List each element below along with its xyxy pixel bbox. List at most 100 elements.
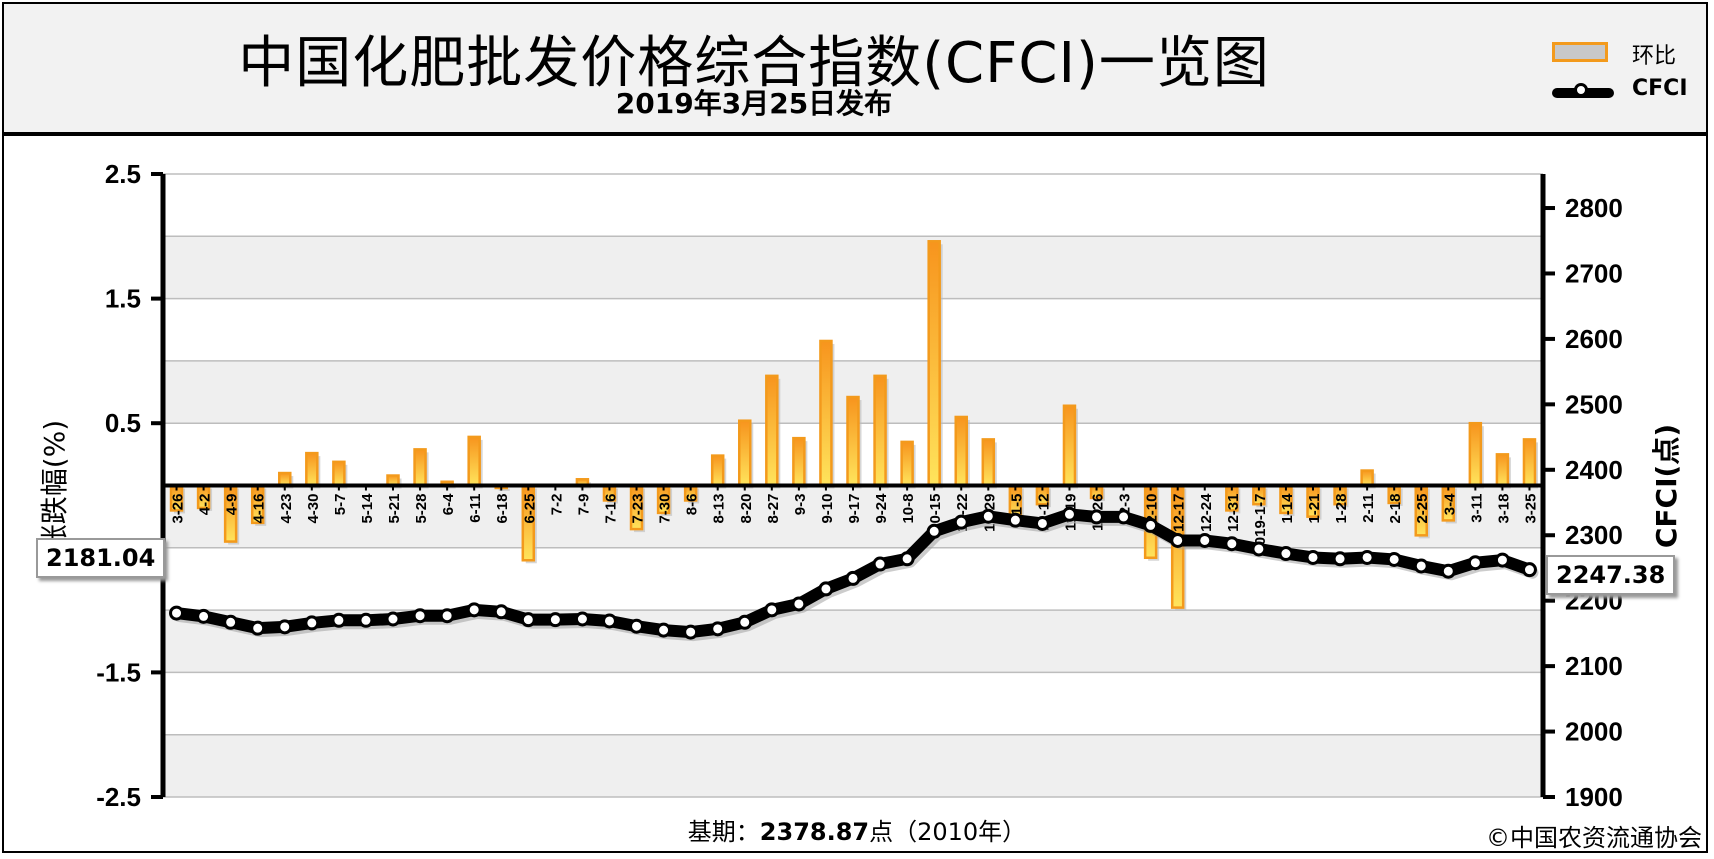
- cfci-point: [520, 612, 536, 628]
- x-axis-tick-label: 10-15: [927, 494, 944, 532]
- bar: [981, 438, 996, 487]
- x-axis-tick-label: 6-25: [521, 494, 538, 524]
- x-axis-tick-label: 6-11: [467, 494, 484, 523]
- copyright: ©中国农资流通协会: [1486, 824, 1702, 852]
- left-axis-tick-label: 0.5: [105, 408, 141, 438]
- legend-line-label: CFCI: [1632, 76, 1688, 101]
- x-axis-tick-label: 9-17: [846, 494, 863, 524]
- bar: [846, 395, 860, 487]
- x-axis-tick-label: 6-4: [440, 493, 457, 515]
- x-axis-tick-label: 10-8: [900, 494, 917, 524]
- x-axis-tick-label: 6-18: [494, 494, 511, 524]
- x-axis-tick-label: 2-11: [1360, 494, 1377, 523]
- x-axis-tick-label: 8-13: [711, 494, 728, 524]
- cfci-point: [1278, 546, 1294, 562]
- x-axis-tick-label: 7-30: [657, 494, 674, 524]
- chart-subtitle: 2019年3月25日发布: [615, 87, 893, 120]
- cfci-point: [953, 514, 969, 530]
- cfci-point: [385, 611, 401, 627]
- left-axis-tick-label: 1.5: [105, 284, 141, 314]
- x-axis-tick-label: 4-9: [224, 494, 241, 516]
- cfci-point: [1332, 551, 1348, 567]
- x-axis-tick-label: 4-2: [197, 494, 214, 516]
- chart-title: 中国化肥批发价格综合指数(CFCI)一览图: [238, 31, 1270, 96]
- cfci-point: [1170, 532, 1186, 548]
- cfci-point: [1007, 512, 1023, 528]
- x-axis-tick-label: 3-11: [1468, 494, 1485, 523]
- bar: [1468, 421, 1483, 487]
- cfci-point: [223, 614, 239, 630]
- x-axis-tick-label: 3-25: [1522, 494, 1539, 524]
- cfci-point: [547, 612, 563, 628]
- bar: [710, 454, 725, 487]
- bar: [413, 448, 427, 487]
- right-axis-tick-label: 2300: [1565, 520, 1623, 550]
- cfci-point: [331, 612, 347, 628]
- x-axis-tick-label: 7-23: [630, 494, 647, 524]
- cfci-point: [1034, 515, 1050, 531]
- cfci-point: [845, 570, 861, 586]
- right-axis-tick-label: 2500: [1565, 389, 1623, 419]
- cfci-point: [196, 608, 212, 624]
- cfci-point: [710, 621, 726, 637]
- chart-header: 中国化肥批发价格综合指数(CFCI)一览图 2019年3月25日发布 环比 CF…: [4, 4, 1706, 136]
- right-axis-tick-label: 2700: [1565, 258, 1623, 288]
- start-value-box: 2181.04: [36, 538, 166, 578]
- x-axis-tick-label: 7-9: [575, 494, 592, 516]
- cfci-point: [1386, 551, 1402, 567]
- cfci-point: [1197, 532, 1213, 548]
- base-value: 2378.87: [759, 818, 870, 846]
- x-axis-tick-label: 7-2: [548, 494, 565, 516]
- cfci-point: [980, 508, 996, 524]
- cfci-point: [1467, 555, 1483, 571]
- bar: [467, 435, 481, 487]
- bar: [1360, 469, 1374, 487]
- x-axis-tick-label: 12-17: [1171, 494, 1188, 532]
- cfci-point: [1413, 558, 1429, 574]
- bar: [819, 339, 833, 487]
- x-axis-tick-label: 5-7: [332, 494, 349, 516]
- cfci-point: [574, 611, 590, 627]
- cfci-point: [493, 604, 509, 620]
- bar: [332, 460, 346, 487]
- x-axis-tick-label: 2-25: [1414, 494, 1431, 524]
- base-period-note: 基期：2378.87点（2010年）: [0, 812, 1714, 847]
- cfci-point: [1440, 563, 1456, 579]
- x-axis-tick-label: 3-4: [1441, 493, 1458, 515]
- right-axis-label: CFCI(点): [1650, 424, 1683, 548]
- bar: [1495, 453, 1510, 487]
- x-axis-tick-label: 2019-1-7: [1252, 494, 1269, 554]
- legend-bar-label: 环比: [1632, 44, 1677, 69]
- x-axis-tick-label: 9-24: [873, 493, 890, 524]
- bar: [954, 415, 968, 487]
- cfci-point: [1494, 552, 1510, 568]
- bar-shadow: [498, 488, 510, 491]
- cfci-point: [439, 608, 455, 624]
- left-axis-tick-label: 2.5: [105, 159, 141, 189]
- base-prefix: 基期：: [687, 818, 760, 846]
- cfci-point: [656, 622, 672, 638]
- cfci-point: [818, 581, 834, 597]
- left-axis-label: 涨跌幅(%): [38, 420, 71, 552]
- cfci-point: [1359, 549, 1375, 565]
- x-axis-tick-label: 1-14: [1279, 493, 1296, 524]
- cfci-point: [872, 556, 888, 572]
- bar: [1522, 438, 1537, 487]
- right-axis-tick-label: 2600: [1565, 324, 1623, 354]
- grid-band: [163, 236, 1543, 299]
- cfci-point: [169, 605, 185, 621]
- right-axis-tick-label: 2000: [1565, 717, 1623, 747]
- cfci-point: [412, 608, 428, 624]
- right-axis-tick-label: 1900: [1565, 782, 1623, 812]
- x-axis-tick-label: 9-3: [792, 494, 809, 516]
- cfci-point: [791, 596, 807, 612]
- x-axis-tick-label: 1-28: [1333, 494, 1350, 524]
- legend-bar-swatch: [1552, 42, 1608, 62]
- bar: [1062, 404, 1077, 487]
- cfci-point: [358, 612, 374, 628]
- x-axis-tick-label: 8-27: [765, 494, 782, 524]
- x-axis-tick-label: 7-16: [602, 494, 619, 524]
- x-axis-tick-label: 4-30: [305, 494, 322, 524]
